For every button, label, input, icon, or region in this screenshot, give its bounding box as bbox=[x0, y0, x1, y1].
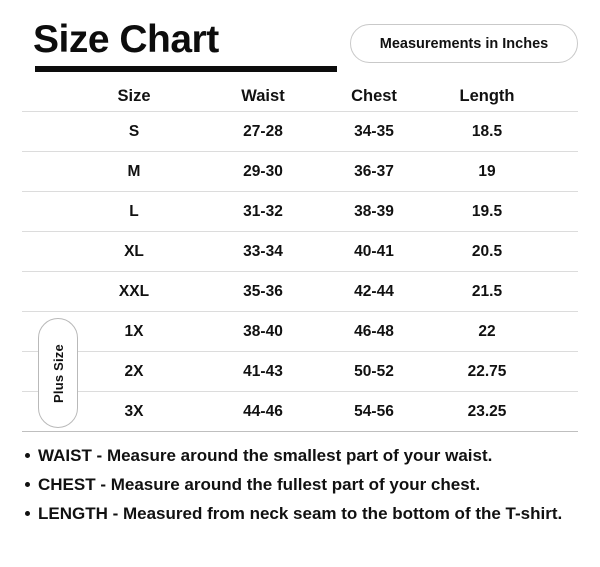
table-row: L 31-32 38-39 19.5 bbox=[0, 192, 600, 232]
cell-length: 21.5 bbox=[471, 283, 503, 300]
note-text: WAIST - Measure around the smallest part… bbox=[38, 446, 493, 465]
column-header-chest: Chest bbox=[351, 86, 397, 105]
bullet-icon bbox=[25, 511, 30, 516]
measurement-units-badge: Measurements in Inches bbox=[350, 24, 578, 63]
cell-size: XXL bbox=[118, 283, 150, 300]
table-row: 1X 38-40 46-48 22 bbox=[0, 312, 600, 352]
row-divider bbox=[22, 151, 578, 152]
page-title: Size Chart bbox=[33, 18, 219, 61]
cell-waist: 29-30 bbox=[243, 163, 283, 180]
row-divider bbox=[22, 391, 578, 392]
list-item: LENGTH - Measured from neck seam to the … bbox=[0, 501, 600, 527]
table-row: M 29-30 36-37 19 bbox=[0, 152, 600, 192]
table-row: 2X 41-43 50-52 22.75 bbox=[0, 352, 600, 392]
column-header-length: Length bbox=[459, 86, 515, 105]
measurement-notes: WAIST - Measure around the smallest part… bbox=[0, 443, 600, 530]
table-header-row: Size Waist Chest Length bbox=[0, 80, 600, 112]
row-divider bbox=[22, 191, 578, 192]
column-header-size: Size bbox=[117, 86, 151, 105]
table-row: S 27-28 34-35 18.5 bbox=[0, 112, 600, 152]
cell-size: 2X bbox=[124, 363, 144, 380]
cell-waist: 33-34 bbox=[243, 243, 283, 260]
table-bottom-divider bbox=[22, 430, 578, 432]
measurement-units-label: Measurements in Inches bbox=[379, 35, 549, 52]
cell-chest: 38-39 bbox=[354, 203, 394, 220]
note-text: LENGTH - Measured from neck seam to the … bbox=[38, 504, 563, 523]
cell-size: 3X bbox=[124, 403, 144, 420]
cell-chest: 36-37 bbox=[354, 163, 394, 180]
cell-chest: 42-44 bbox=[354, 283, 394, 300]
row-divider bbox=[22, 311, 578, 312]
column-header-waist: Waist bbox=[241, 86, 285, 105]
cell-length: 22 bbox=[478, 323, 496, 340]
note-text: CHEST - Measure around the fullest part … bbox=[38, 475, 481, 494]
cell-size: L bbox=[129, 203, 139, 220]
cell-waist: 27-28 bbox=[243, 123, 283, 140]
cell-waist: 35-36 bbox=[243, 283, 283, 300]
cell-length: 20.5 bbox=[471, 243, 503, 260]
cell-chest: 46-48 bbox=[354, 323, 394, 340]
table-row: 3X 44-46 54-56 23.25 bbox=[0, 392, 600, 432]
header-divider bbox=[22, 111, 578, 112]
cell-size: 1X bbox=[124, 323, 144, 340]
list-item: CHEST - Measure around the fullest part … bbox=[0, 472, 600, 498]
row-divider bbox=[22, 271, 578, 272]
cell-chest: 54-56 bbox=[354, 403, 394, 420]
cell-waist: 38-40 bbox=[243, 323, 283, 340]
table-row: XXL 35-36 42-44 21.5 bbox=[0, 272, 600, 312]
cell-chest: 50-52 bbox=[354, 363, 394, 380]
bullet-icon bbox=[25, 453, 30, 458]
cell-size: S bbox=[128, 123, 140, 140]
row-divider bbox=[22, 351, 578, 352]
cell-length: 19 bbox=[478, 163, 496, 180]
cell-size: M bbox=[127, 163, 141, 180]
cell-chest: 34-35 bbox=[354, 123, 394, 140]
title-underline-bar bbox=[35, 66, 337, 72]
cell-length: 19.5 bbox=[471, 203, 503, 220]
cell-waist: 44-46 bbox=[243, 403, 283, 420]
table-row: XL 33-34 40-41 20.5 bbox=[0, 232, 600, 272]
chart-header: Size Chart Measurements in Inches bbox=[0, 0, 600, 80]
cell-waist: 41-43 bbox=[243, 363, 283, 380]
plus-size-group-pill: Plus Size bbox=[38, 318, 78, 428]
cell-length: 18.5 bbox=[471, 123, 503, 140]
row-divider bbox=[22, 231, 578, 232]
cell-size: XL bbox=[124, 243, 144, 260]
cell-waist: 31-32 bbox=[243, 203, 283, 220]
size-table: Size Waist Chest Length S 27-28 34-35 18… bbox=[0, 80, 600, 432]
list-item: WAIST - Measure around the smallest part… bbox=[0, 443, 600, 469]
bullet-icon bbox=[25, 482, 30, 487]
cell-length: 22.75 bbox=[467, 363, 507, 380]
cell-chest: 40-41 bbox=[354, 243, 394, 260]
cell-length: 23.25 bbox=[467, 403, 507, 420]
plus-size-label: Plus Size bbox=[50, 343, 66, 403]
